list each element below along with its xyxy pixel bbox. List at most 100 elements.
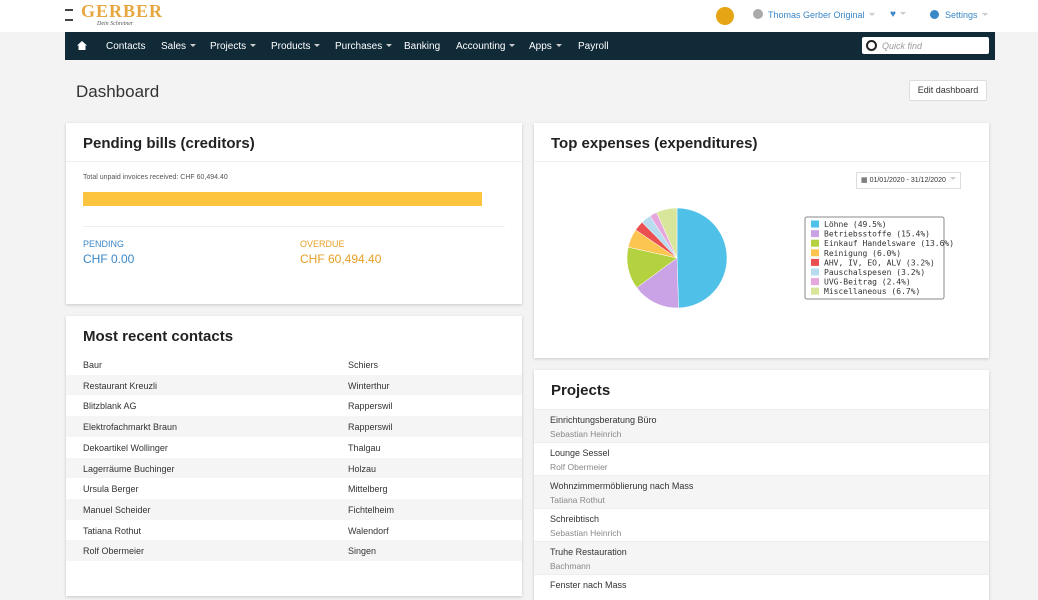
pending-value: CHF 0.00 — [83, 252, 135, 266]
legend-swatch — [811, 278, 819, 286]
pie-chart: Löhne (49.5%)Betriebsstoffe (15.4%)Einka… — [626, 207, 954, 309]
legend-box — [804, 216, 945, 300]
project-person: Sebastian Heinrich — [550, 429, 622, 439]
contact-row[interactable]: Restaurant Kreuzli Winterthur — [66, 374, 522, 396]
pie-slice — [636, 257, 679, 309]
date-range-text: 01/01/2020 - 31/12/2020 — [869, 177, 946, 184]
project-title: Einrichtungsberatung Büro — [550, 415, 657, 425]
user-menu[interactable]: Thomas Gerber Original — [768, 10, 875, 20]
user-avatar — [753, 9, 763, 19]
contact-city: Holzau — [348, 463, 377, 474]
nav-item[interactable]: Payroll — [578, 41, 609, 52]
contact-name: Tatiana Rothut — [83, 525, 142, 536]
contacts-card: Most recent contacts Baur Schiers Restaura… — [66, 316, 522, 596]
contact-row[interactable]: Lagerräume Buchinger Holzau — [66, 457, 522, 479]
project-row[interactable]: Einrichtungsberatung Büro Sebastian Heinr… — [534, 409, 989, 443]
contact-city: Winterthur — [348, 380, 390, 391]
contact-row[interactable]: Tatiana Rothut Walendorf — [66, 519, 522, 541]
legend-label: Löhne (49.5%) — [824, 220, 887, 229]
card-title: Top expenses (expenditures) — [551, 135, 758, 152]
nav-item[interactable]: Apps — [529, 41, 562, 52]
project-person: Bachmann — [550, 561, 591, 571]
nav-item[interactable]: Contacts — [106, 41, 146, 52]
contact-name: Dekoartikel Wollinger — [83, 442, 168, 453]
contact-name: Restaurant Kreuzli — [83, 380, 158, 391]
nav-item[interactable]: Accounting — [456, 41, 515, 52]
edit-button[interactable]: Edit dashboard — [909, 80, 987, 101]
legend-label: Betriebsstoffe (15.4%) — [824, 230, 930, 239]
page-title: Dashboard — [76, 82, 160, 101]
project-row[interactable]: Wohnzimmermöblierung nach Mass Tatiana Ro… — [534, 475, 989, 509]
nav-bar: Contacts Sales Projects Products Purchas… — [65, 32, 995, 60]
nav-item[interactable]: Banking — [404, 41, 441, 52]
search-placeholder: Quick find — [882, 41, 923, 51]
project-row[interactable]: Lounge Sessel Rolf Obermeier — [534, 442, 989, 476]
divider — [66, 161, 522, 162]
contact-row[interactable]: Manuel Scheider Fichtelheim — [66, 498, 522, 520]
contact-row[interactable]: Rolf Obermeier Singen — [66, 540, 522, 561]
contact-name: Manuel Scheider — [83, 504, 151, 515]
project-title: Wohnzimmermöblierung nach Mass — [550, 481, 694, 491]
legend-label: UVG-Beitrag (2.4%) — [824, 278, 911, 287]
projects-card: Projects Einrichtungsberatung Büro Sebast… — [534, 370, 989, 600]
contact-city: Walendorf — [348, 525, 389, 536]
contact-row[interactable]: Baur Schiers — [66, 354, 522, 375]
project-row[interactable]: Fenster nach Mass — [534, 574, 989, 600]
contact-row[interactable]: Elektrofachmarkt Braun Rapperswil — [66, 416, 522, 437]
nav-item[interactable]: Projects — [210, 41, 256, 52]
legend-swatch — [811, 258, 819, 266]
legend-label: Pauschalspesen (3.2%) — [824, 268, 925, 277]
logo[interactable]: GERBER — [81, 1, 164, 21]
divider — [534, 161, 989, 162]
contact-row[interactable]: Ursula Berger Mittelberg — [66, 478, 522, 499]
project-title: Schreibtisch — [550, 514, 600, 524]
pie-slice — [656, 207, 678, 259]
legend-swatch — [811, 249, 819, 257]
project-person: Rolf Obermeier — [550, 462, 608, 472]
project-title: Fenster nach Mass — [550, 580, 627, 590]
settings[interactable]: Settings — [945, 10, 988, 20]
card-title: Most recent contacts — [83, 328, 234, 345]
nav-item[interactable]: Sales — [161, 41, 196, 52]
legend-label: Miscellaneous (6.7%) — [824, 287, 920, 296]
nav-item[interactable]: Products — [271, 41, 320, 52]
legend-swatch — [811, 220, 819, 228]
contact-city: Fichtelheim — [348, 504, 395, 515]
legend-label: AHV, IV, EO, ALV (3.2%) — [824, 258, 935, 267]
project-title: Lounge Sessel — [550, 448, 610, 458]
legend-swatch — [811, 268, 819, 276]
legend-label: Einkauf Handelsware (13.6%) — [824, 239, 954, 248]
divider — [83, 226, 505, 227]
overdue-label: OVERDUE — [300, 239, 345, 249]
search-box[interactable]: Quick find — [862, 37, 989, 54]
contact-city: Singen — [348, 546, 377, 557]
contact-name: Lagerräume Buchinger — [83, 463, 175, 474]
total-label: Total unpaid invoices received: CHF 60,4… — [83, 174, 228, 181]
contact-name: Baur — [83, 360, 103, 370]
logo-sub: Dein Schreiner — [97, 21, 134, 27]
menu-icon[interactable] — [65, 9, 73, 21]
project-row[interactable]: Truhe Restauration Bachmann — [534, 541, 989, 575]
progress-bar — [83, 192, 482, 206]
card-title: Projects — [551, 382, 611, 399]
project-row[interactable]: Schreibtisch Sebastian Heinrich — [534, 508, 989, 542]
pending-label: PENDING — [83, 239, 125, 249]
notifications[interactable] — [716, 7, 734, 25]
legend-swatch — [811, 239, 819, 247]
nav-item[interactable]: Purchases — [335, 41, 392, 52]
pie-slice — [676, 207, 728, 309]
top-bar: GERBER Dein Schreiner Thomas Gerber Orig… — [0, 0, 1038, 32]
contact-city: Schiers — [348, 360, 379, 370]
contact-row[interactable]: Dekoartikel Wollinger Thalgau — [66, 436, 522, 458]
contact-city: Mittelberg — [348, 484, 388, 495]
contact-name: Blitzblank AG — [83, 401, 137, 412]
home-icon[interactable] — [77, 41, 87, 50]
favorites[interactable]: ♥ — [890, 9, 906, 20]
contact-city: Thalgau — [348, 442, 381, 453]
contact-row[interactable]: Blitzblank AG Rapperswil — [66, 395, 522, 417]
contact-name: Elektrofachmarkt Braun — [83, 422, 178, 433]
expenses-card: Top expenses (expenditures) ▦ 01/01/2020… — [534, 123, 989, 358]
date-range[interactable]: ▦ 01/01/2020 - 31/12/2020 — [856, 172, 961, 189]
contact-name: Rolf Obermeier — [83, 546, 145, 557]
